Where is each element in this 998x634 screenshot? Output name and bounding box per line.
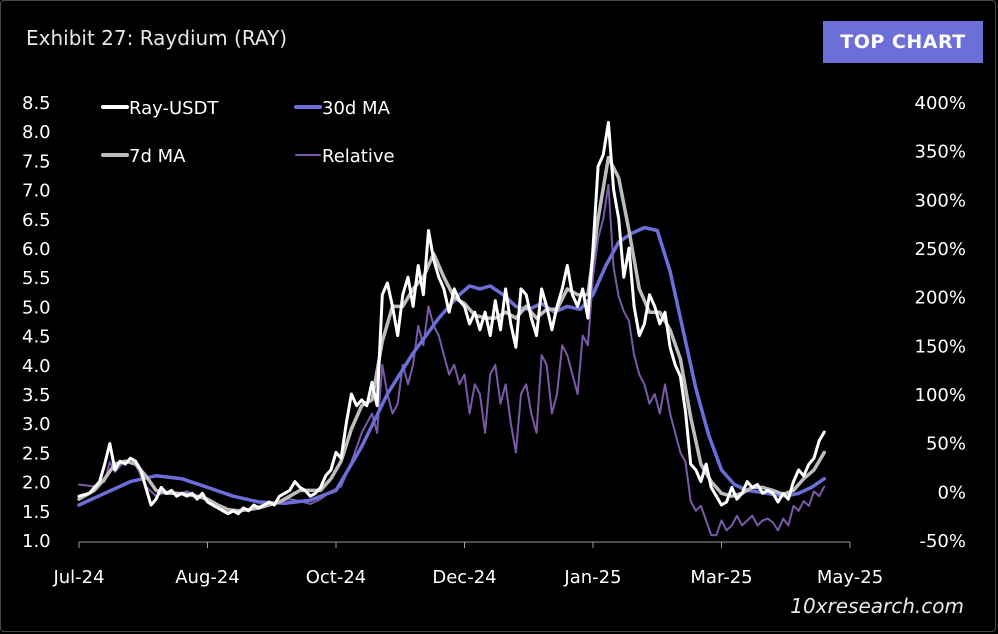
legend-label-30d-ma: 30d MA	[322, 98, 391, 119]
y-right-tick-label: 50%	[926, 434, 966, 455]
y-left-tick-label: 6.0	[22, 239, 51, 260]
y-right-tick-label: 100%	[915, 385, 966, 406]
y-left-tick-label: 7.0	[22, 181, 51, 202]
x-tick-label: Mar-25	[690, 567, 752, 588]
y-right-tick-label: 400%	[915, 93, 966, 114]
y-right-tick-label: 0%	[937, 482, 966, 503]
y-left-tick-label: 3.5	[22, 385, 51, 406]
y-left-tick-label: 1.5	[22, 502, 51, 523]
x-tick-label: Aug-24	[175, 567, 240, 588]
y-left-tick-label: 8.0	[22, 122, 51, 143]
series-line-ray-usdt	[77, 120, 826, 516]
legend-label-ray-usdt: Ray-USDT	[129, 98, 219, 119]
y-left-tick-label: 5.0	[22, 297, 51, 318]
x-tick-label: Jul-24	[52, 567, 104, 588]
watermark: 10xresearch.com	[790, 594, 964, 618]
y-left-tick-label: 3.0	[22, 414, 51, 435]
y-right-tick-label: -50%	[919, 531, 966, 552]
y-right-tick-label: 250%	[915, 239, 966, 260]
y-right-tick-label: 350%	[915, 142, 966, 163]
y-left-tick-label: 5.5	[22, 268, 51, 289]
x-tick-label: May-25	[817, 567, 883, 588]
x-tick-label: Dec-24	[432, 567, 496, 588]
y-left-tick-label: 4.5	[22, 327, 51, 348]
x-tick-label: Oct-24	[306, 567, 367, 588]
y-left-tick-label: 8.5	[22, 93, 51, 114]
y-right-tick-label: 150%	[915, 336, 966, 357]
top-chart-badge: TOP CHART	[823, 21, 983, 63]
y-left-tick-label: 7.5	[22, 151, 51, 172]
y-left-tick-label: 1.0	[22, 531, 51, 552]
series-line-7d-ma	[77, 155, 827, 513]
series-line-30d-ma	[77, 225, 827, 507]
legend-label-relative: Relative	[322, 146, 395, 167]
y-left-tick-label: 6.5	[22, 210, 51, 231]
y-right-tick-label: 300%	[915, 190, 966, 211]
chart-title: Exhibit 27: Raydium (RAY)	[26, 26, 288, 50]
y-right-tick-label: 200%	[915, 288, 966, 309]
y-left-tick-label: 2.0	[22, 473, 51, 494]
legend-label-7d-ma: 7d MA	[129, 146, 186, 167]
x-tick-label: Jan-25	[563, 567, 621, 588]
y-left-tick-label: 4.0	[22, 356, 51, 377]
y-left-tick-label: 2.5	[22, 443, 51, 464]
